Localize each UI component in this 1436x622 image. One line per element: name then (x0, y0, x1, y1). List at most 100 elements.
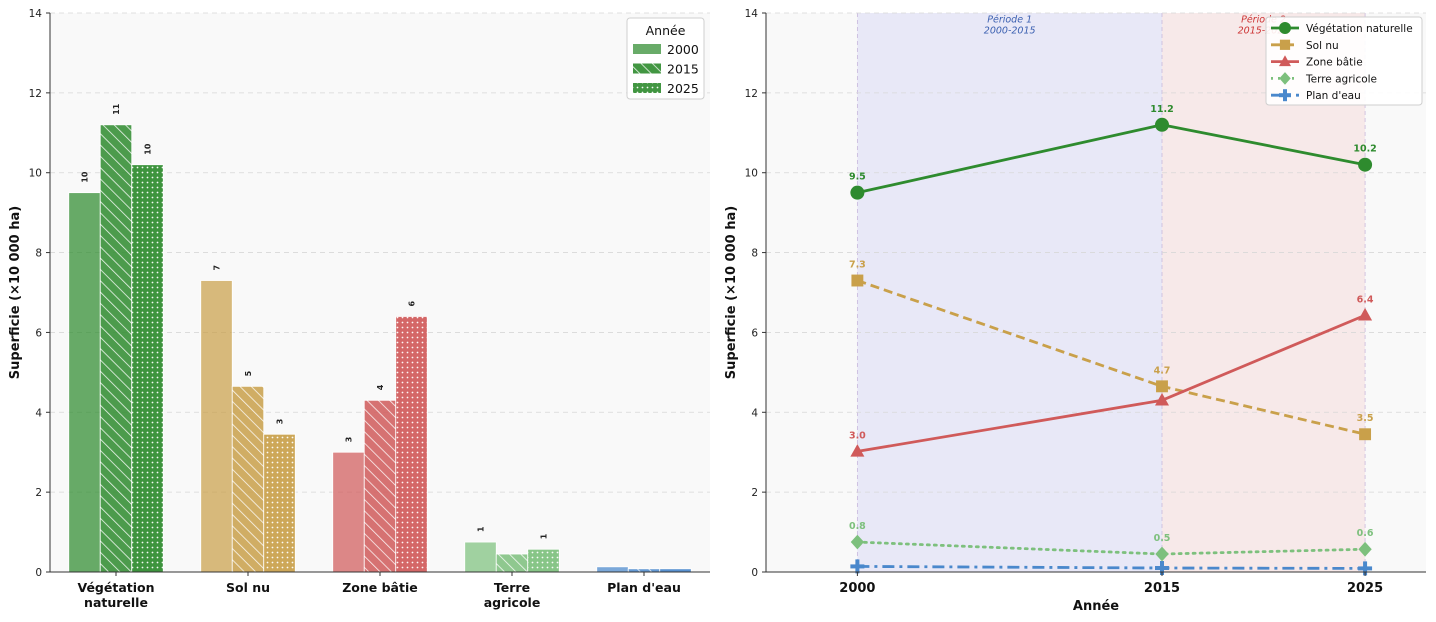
bar-hatch (496, 554, 528, 572)
bar-dots (395, 316, 428, 572)
data-label: 0.6 (1357, 528, 1374, 539)
period-range: 2015-2025 (1238, 26, 1290, 37)
data-label: 10 (144, 143, 153, 155)
legend-swatch-hatch (633, 63, 661, 74)
marker (1358, 307, 1373, 321)
data-label: 10 (81, 171, 90, 183)
x-axis-label: Année (1073, 599, 1119, 614)
bar-dots (263, 434, 296, 572)
y-axis-label: Superficie (×10 000 ha) (724, 206, 739, 379)
marker (1359, 428, 1372, 441)
bar-hatch (100, 124, 132, 573)
y-tick-label: 12 (29, 88, 42, 100)
data-label: 1 (477, 526, 486, 532)
x-tick-label: Zone bâtie (342, 580, 418, 595)
legend-label: Zone bâtie (1306, 57, 1363, 69)
marker (850, 534, 865, 550)
legend-label: Plan d'eau (1306, 90, 1361, 102)
marker (1279, 39, 1291, 50)
data-label: 4 (376, 384, 385, 390)
legend-label: 2025 (667, 81, 699, 96)
data-label: 3 (345, 437, 354, 443)
marker-v (855, 559, 860, 574)
marker-v (1160, 561, 1164, 576)
y-tick-label: 8 (751, 248, 758, 260)
legend-swatch-dots (633, 83, 661, 93)
y-tick-label: 2 (751, 487, 758, 499)
data-label: 6.4 (1357, 294, 1374, 305)
y-tick-label: 0 (35, 567, 42, 579)
y-tick-label: 2 (35, 487, 42, 499)
y-tick-label: 6 (35, 327, 42, 339)
period-label: Période 1 (987, 15, 1032, 26)
data-label: 11.2 (1150, 104, 1173, 115)
x-tick-label: Végétation (77, 580, 154, 595)
data-label: 5 (244, 370, 253, 376)
y-tick-label: 14 (29, 8, 43, 20)
x-tick-label: 2025 (1347, 581, 1383, 596)
marker (1155, 546, 1169, 562)
data-label: 7 (213, 265, 222, 271)
data-label: 6 (408, 300, 417, 306)
data-label: 4.7 (1154, 365, 1171, 376)
bar-dots (659, 568, 692, 572)
y-tick-label: 10 (29, 168, 42, 180)
legend-label: Terre agricole (1305, 73, 1377, 85)
series-line (855, 540, 1367, 556)
bar (464, 541, 497, 573)
legend-label: 2000 (667, 42, 699, 57)
legend-title: Année (646, 23, 686, 38)
x-tick-label: 2000 (839, 581, 875, 596)
marker (850, 444, 865, 457)
y-tick-label: 4 (35, 407, 42, 419)
period-band (857, 13, 1162, 572)
marker (1155, 117, 1169, 132)
bar-dots (131, 164, 164, 572)
marker-v (1283, 89, 1287, 102)
data-label: 10.2 (1353, 144, 1376, 155)
marker (1279, 55, 1291, 67)
data-label: 0.5 (1154, 533, 1171, 544)
marker (1279, 22, 1291, 34)
y-tick-label: 12 (745, 88, 758, 100)
x-tick-label: naturelle (84, 595, 148, 610)
marker (1358, 541, 1372, 557)
legend-label: Végétation naturelle (1306, 23, 1413, 35)
data-label: 3.5 (1357, 413, 1374, 424)
marker (1156, 380, 1168, 393)
legend-label: 2015 (667, 62, 699, 77)
bar-hatch (628, 568, 660, 572)
marker (1279, 72, 1291, 85)
y-tick-label: 14 (745, 8, 759, 20)
legend-label: Sol nu (1306, 40, 1339, 52)
y-tick-label: 6 (751, 327, 758, 339)
x-tick-label: Plan d'eau (607, 580, 681, 595)
bar (68, 192, 101, 573)
bar-hatch (364, 400, 396, 572)
data-label: 1 (540, 533, 549, 539)
legend-box (626, 17, 705, 100)
marker (850, 185, 865, 200)
data-label: 0.8 (849, 521, 866, 532)
legend-box (1265, 16, 1423, 106)
y-tick-label: 8 (35, 248, 42, 260)
data-label: 9.5 (849, 172, 866, 183)
bar (200, 280, 233, 573)
marker-v (1363, 561, 1368, 576)
x-tick-label: Sol nu (226, 580, 270, 595)
data-label: 3 (276, 419, 285, 425)
period-band (1162, 13, 1366, 572)
period-label: Période 2 (1241, 15, 1286, 26)
x-tick-label: 2015 (1144, 581, 1180, 596)
y-tick-label: 4 (751, 407, 758, 419)
period-range: 2000-2015 (984, 26, 1036, 37)
y-tick-label: 10 (745, 168, 758, 180)
marker (1155, 392, 1169, 406)
x-tick-label: Terre (494, 580, 530, 595)
x-tick-label: agricole (484, 595, 541, 610)
marker (851, 274, 864, 287)
marker (850, 559, 865, 574)
